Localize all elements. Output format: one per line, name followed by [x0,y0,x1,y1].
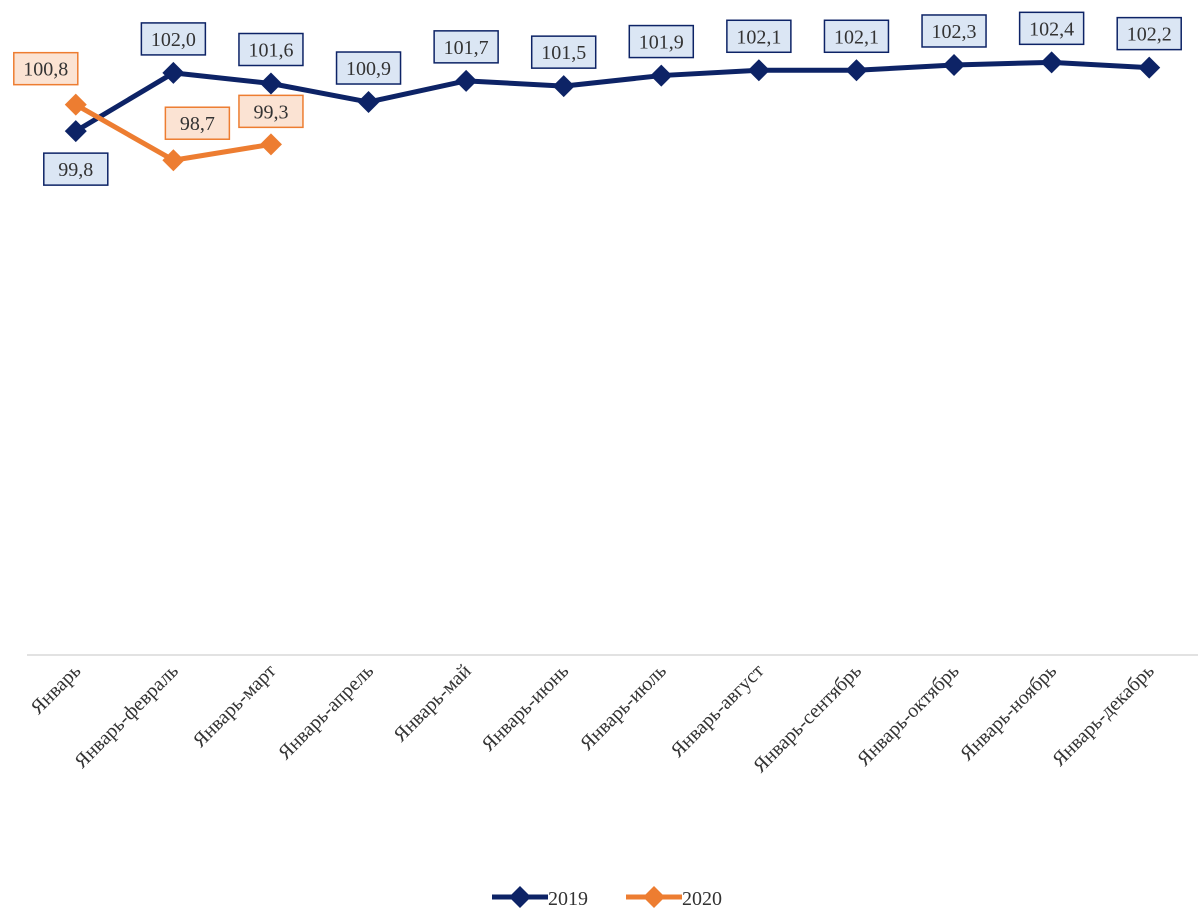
data-label: 101,5 [541,42,586,64]
data-label: 102,3 [932,21,977,43]
marker [162,61,185,84]
marker [747,59,770,82]
data-label-box [823,19,890,54]
marker [552,75,575,98]
legend-marker [509,886,531,908]
x-tick-label: Январь-март [189,660,281,752]
data-label: 100,9 [346,58,391,80]
data-label: 99,8 [58,159,93,181]
data-label: 101,9 [639,32,684,54]
marker [259,72,282,95]
x-tick-label: Январь-сентябрь [749,660,866,777]
series-line [74,59,1150,134]
data-label-box [726,19,792,54]
data-label: 101,7 [444,37,489,59]
legend-label: 2019 [548,888,588,910]
marker [1138,56,1161,79]
x-tick-label: Январь-декабрь [1048,660,1159,771]
data-label: 102,4 [1029,18,1074,40]
x-tick-label: Январь-октябрь [853,660,964,771]
data-label: 99,3 [253,101,288,123]
x-tick-label: Январь-апрель [274,660,378,764]
data-label-box [13,51,79,86]
data-label-box [433,30,499,64]
data-label-box [628,24,695,59]
data-label: 102,1 [736,26,781,48]
x-tick-label: Январь-июль [576,660,671,755]
marker [64,120,87,143]
data-label-box [1116,16,1182,51]
data-label-box [164,106,231,140]
data-label-box [140,22,207,56]
data-label-box [921,14,987,48]
data-label-box [530,35,597,69]
marker [650,64,673,87]
marker [943,53,966,76]
marker [357,91,380,114]
marker [259,133,282,156]
x-tick-label: Январь-май [389,660,475,746]
data-label-box [1018,11,1085,46]
marker [845,59,868,82]
data-label: 102,2 [1127,24,1172,46]
legend-marker [643,886,665,908]
x-tick-label: Январь [26,660,85,719]
marker [162,149,185,172]
data-label: 102,1 [834,26,879,48]
marker [1040,51,1063,74]
data-label-box [335,51,402,85]
data-label: 98,7 [180,113,215,135]
x-tick-label: Январь-июнь [478,660,574,756]
legend-label: 2020 [682,888,722,910]
data-label-box [238,94,304,129]
marker [455,69,478,92]
data-label: 100,8 [23,59,68,81]
x-tick-label: Январь-август [667,660,769,762]
data-label: 101,6 [248,40,293,62]
data-label-box [238,32,304,67]
x-tick-label: Январь-февраль [70,660,183,773]
marker [64,93,87,116]
x-tick-label: Январь-ноябрь [956,660,1061,765]
data-label-box [43,152,109,186]
data-label: 102,0 [151,29,196,51]
